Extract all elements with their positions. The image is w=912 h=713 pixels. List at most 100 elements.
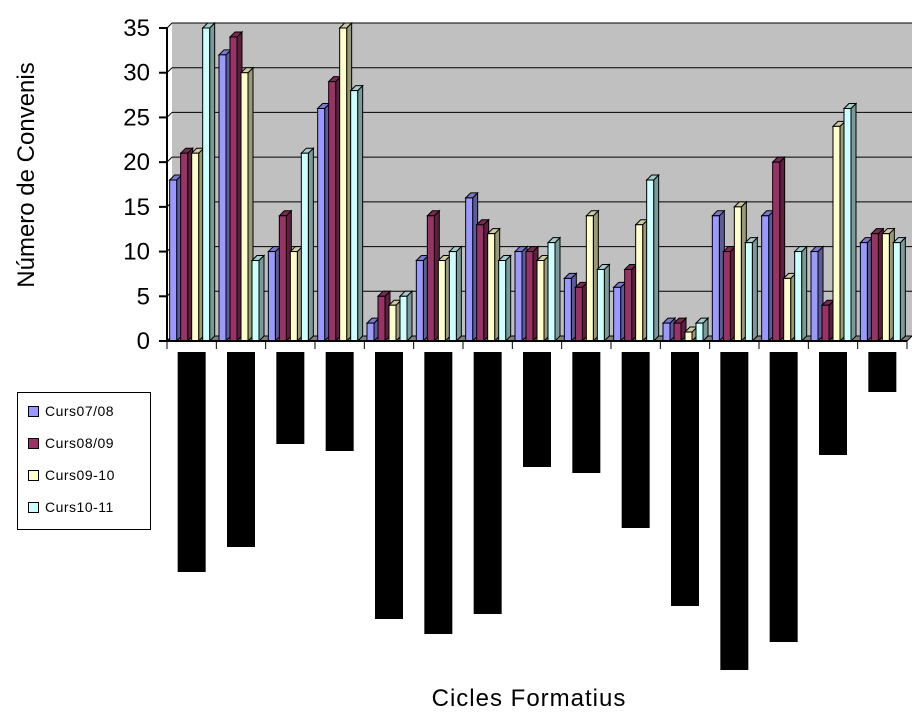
- category-label-block: [720, 352, 749, 670]
- y-tick-label: 20: [123, 149, 150, 176]
- y-tick-label: 25: [123, 104, 150, 131]
- bar-Curs07/08-2: [217, 48, 233, 343]
- bar-Curs07/08-4: [316, 102, 331, 343]
- bar-Curs07/08-5: [365, 316, 381, 343]
- bar-Curs10-11-12: [744, 236, 759, 343]
- y-tick-label: 10: [123, 239, 150, 266]
- bar-Curs07/08-1: [168, 173, 183, 343]
- legend-item-curs0708: Curs07/08: [28, 401, 114, 421]
- category-label-block: [671, 352, 699, 606]
- category-label-block: [177, 352, 206, 572]
- bar-Curs08/09-9: [574, 281, 589, 343]
- bar-Curs08/09-3: [278, 209, 293, 343]
- bar-Curs07/08-13: [760, 209, 775, 343]
- bar-Curs07/08-6: [415, 254, 430, 343]
- y-tick-labels: 0 5 10 15 20 25 30 35: [123, 15, 150, 355]
- category-label-blocks: [177, 352, 897, 670]
- bar-Curs07/08-15: [859, 236, 874, 343]
- bar-Curs07/08-14: [809, 245, 825, 343]
- y-tick-label: 30: [123, 60, 150, 87]
- axes: [159, 27, 908, 349]
- category-label-block: [227, 352, 255, 547]
- y-tick-label: 35: [123, 15, 150, 42]
- legend-item-curs1011: Curs10-11: [28, 497, 114, 517]
- category-label-block: [621, 352, 650, 528]
- bar-Curs10-11-13: [793, 245, 808, 343]
- bar-Curs08/09-7: [475, 218, 490, 343]
- bar-Curs09-10-3: [289, 245, 304, 343]
- bar-Curs10-11-14: [842, 102, 858, 343]
- bar-Curs09-10-9: [585, 209, 600, 343]
- y-tick-label: 5: [137, 283, 150, 310]
- y-axis-title: Número de Convenis: [13, 62, 40, 287]
- bar-Curs10-11-11: [694, 316, 710, 343]
- bar-Curs09-10-7: [486, 227, 501, 343]
- y-tick-label: 15: [123, 194, 150, 221]
- bar-Curs08/09-14: [820, 299, 836, 343]
- bar-Curs07/08-8: [513, 245, 529, 343]
- legend-swatch: [28, 437, 39, 449]
- legend-item-curs0809: Curs08/09: [28, 433, 114, 453]
- category-label-block: [868, 352, 897, 392]
- bar-Curs09-10-2: [239, 66, 255, 343]
- x-axis-title: Cicles Formatius: [432, 685, 627, 712]
- y-tick-label: 0: [137, 328, 150, 355]
- bar-Curs08/09-13: [771, 155, 786, 343]
- legend-label: Curs07/08: [45, 403, 115, 419]
- category-label-block: [523, 352, 551, 467]
- bar-Curs07/08-11: [661, 316, 677, 343]
- bar-Curs09-10-14: [831, 120, 847, 343]
- bar-Curs08/09-2: [228, 30, 244, 343]
- bar-Curs09-10-12: [733, 200, 748, 343]
- bar-Curs09-10-13: [782, 272, 797, 343]
- bar-Curs10-11-2: [250, 254, 266, 343]
- legend-label: Curs10-11: [45, 499, 114, 515]
- category-label-block: [473, 352, 502, 614]
- bar-Curs07/08-3: [267, 245, 282, 343]
- category-label-block: [375, 352, 403, 619]
- bar-Curs10-11-6: [448, 245, 463, 343]
- bar-Curs08/09-4: [327, 75, 342, 343]
- bar-Curs10-11-15: [892, 236, 907, 343]
- bar-Curs10-11-8: [546, 236, 562, 343]
- bar-Curs07/08-10: [612, 281, 627, 343]
- bar-Curs08/09-6: [426, 209, 441, 343]
- bar-Curs10-11-3: [300, 146, 315, 343]
- category-label-block: [819, 352, 847, 455]
- bar-Curs10-11-5: [398, 290, 414, 343]
- bar-Curs09-10-10: [634, 218, 649, 343]
- category-label-block: [276, 352, 305, 444]
- bar-Curs09-10-4: [338, 21, 353, 343]
- legend-label: Curs09-10: [45, 467, 115, 483]
- bar-Curs07/08-7: [464, 191, 479, 343]
- bar-Curs08/09-12: [722, 245, 737, 343]
- category-label-block: [424, 352, 453, 634]
- bar-Curs07/08-9: [563, 272, 578, 343]
- bar-Curs10-11-10: [645, 173, 660, 343]
- bar-Curs10-11-4: [349, 84, 364, 343]
- bar-Curs10-11-7: [497, 254, 512, 343]
- bar-Curs09-10-8: [535, 254, 551, 343]
- legend: Curs07/08 Curs08/09 Curs09-10 Curs10-11: [17, 392, 151, 530]
- bar-Curs07/08-12: [711, 209, 726, 343]
- bar-Curs09-10-6: [437, 254, 452, 343]
- bars: [168, 21, 907, 343]
- bar-Curs08/09-15: [870, 227, 885, 343]
- category-label-block: [769, 352, 798, 642]
- bar-Curs08/09-11: [672, 316, 688, 343]
- bar-Curs08/09-10: [623, 263, 638, 343]
- legend-swatch: [28, 405, 39, 417]
- gridline-side: [166, 22, 173, 29]
- bar-Curs08/09-5: [376, 290, 392, 343]
- category-label-block: [572, 352, 601, 473]
- bar-Curs10-11-1: [201, 21, 216, 343]
- legend-swatch: [28, 501, 39, 513]
- bar-Curs10-11-9: [596, 263, 611, 343]
- category-label-block: [325, 352, 354, 451]
- bar-Curs08/09-1: [179, 146, 194, 343]
- bar-Curs09-10-5: [387, 299, 403, 343]
- bar-Curs09-10-1: [190, 146, 205, 343]
- legend-item-curs0910: Curs09-10: [28, 465, 115, 485]
- bar-Curs09-10-15: [881, 227, 896, 343]
